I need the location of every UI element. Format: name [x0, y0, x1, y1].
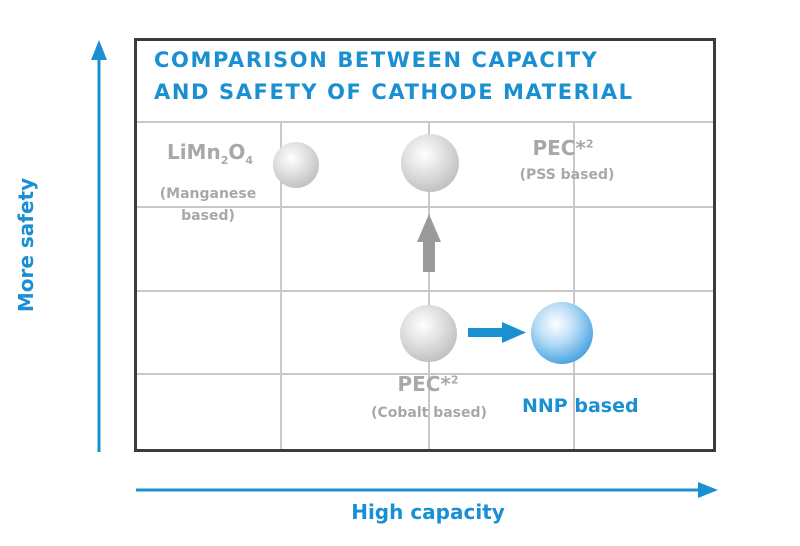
limn2o4-desc-line1: (Manganese	[159, 186, 257, 202]
pec-pss-sphere	[401, 134, 459, 192]
formula-part: O	[228, 140, 246, 164]
nnp-label: NNP based	[522, 395, 639, 417]
limn2o4-formula: LiMn2O4	[150, 140, 270, 167]
limn2o4-desc-line2: based)	[181, 208, 235, 224]
pec-pss-description: (PSS based)	[519, 167, 615, 183]
pec-cobalt-sphere	[400, 305, 457, 362]
pec-cobalt-footnote: 2	[450, 373, 459, 387]
up-arrow	[417, 214, 441, 272]
pec-cobalt-name-text: PEC*	[397, 372, 451, 396]
grid-line-vertical	[428, 121, 430, 449]
grid-line-horizontal	[137, 373, 713, 375]
diagram-title-line1: COMPARISON BETWEEN CAPACITY	[154, 48, 599, 72]
limn2o4-description: (Manganese based)	[146, 183, 270, 227]
x-axis-arrow	[136, 482, 718, 498]
grid-line-vertical	[573, 121, 575, 449]
x-axis-label: High capacity	[351, 500, 505, 524]
grid-line-horizontal	[137, 290, 713, 292]
right-arrow	[468, 322, 526, 343]
grid-line-vertical	[280, 121, 282, 449]
pec-cobalt-description: (Cobalt based)	[371, 405, 487, 421]
grid-line-horizontal	[137, 121, 713, 123]
limn2o4-sphere	[273, 142, 319, 188]
pec-pss-footnote: 2	[585, 137, 594, 151]
diagram-title-line2: AND SAFETY OF CATHODE MATERIAL	[154, 80, 634, 104]
grid-line-horizontal	[137, 206, 713, 208]
formula-part: LiMn	[166, 140, 221, 164]
pec-pss-name-text: PEC*	[532, 136, 586, 160]
formula-subscript: 2	[220, 154, 229, 167]
pec-cobalt-name: PEC*2	[373, 372, 483, 396]
formula-subscript: 4	[245, 154, 254, 167]
nnp-sphere	[531, 302, 593, 364]
pec-pss-name: PEC*2	[508, 136, 618, 160]
y-axis-arrow	[91, 40, 107, 452]
